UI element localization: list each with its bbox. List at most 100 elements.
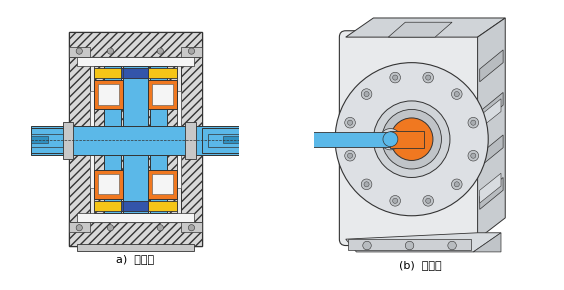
Circle shape (188, 48, 195, 54)
Circle shape (157, 48, 164, 54)
Polygon shape (480, 99, 501, 128)
Circle shape (363, 241, 371, 250)
Bar (69, 32, 202, 246)
Circle shape (451, 179, 462, 190)
Bar (32, 136, 48, 143)
Bar (69, 222, 202, 246)
Bar (148, 66, 177, 213)
Circle shape (373, 101, 450, 177)
Circle shape (393, 75, 398, 80)
Bar (150, 172, 175, 199)
Bar (69, 47, 90, 57)
Bar (98, 174, 119, 195)
Circle shape (382, 109, 442, 169)
Text: a)  단면도: a) 단면도 (116, 254, 155, 264)
Circle shape (362, 179, 372, 190)
Bar (77, 213, 193, 222)
Bar (77, 244, 193, 251)
Circle shape (468, 151, 479, 161)
Circle shape (364, 182, 369, 187)
Polygon shape (480, 177, 503, 209)
Circle shape (347, 153, 352, 158)
Circle shape (471, 120, 476, 125)
Bar (94, 201, 123, 211)
Bar (152, 84, 173, 105)
Bar (96, 80, 121, 107)
Bar (69, 32, 202, 57)
Circle shape (345, 117, 355, 128)
Bar (152, 174, 173, 195)
Circle shape (423, 72, 434, 83)
Bar (181, 47, 202, 57)
Circle shape (393, 198, 398, 203)
Bar (148, 80, 177, 109)
Bar (148, 201, 177, 211)
Polygon shape (480, 135, 503, 167)
Polygon shape (480, 93, 503, 124)
Circle shape (468, 117, 479, 128)
Polygon shape (480, 173, 501, 203)
Bar (185, 122, 196, 159)
Polygon shape (473, 233, 501, 252)
Bar (96, 172, 121, 199)
Circle shape (448, 241, 456, 250)
Bar (77, 57, 193, 66)
Circle shape (306, 136, 313, 142)
Bar (121, 201, 148, 211)
Bar (104, 66, 121, 213)
Bar (348, 239, 471, 250)
Text: (b)  입체도: (b) 입체도 (399, 260, 442, 270)
Circle shape (76, 225, 82, 231)
Circle shape (107, 48, 113, 54)
Bar (148, 170, 177, 199)
Circle shape (423, 195, 434, 206)
Bar (181, 57, 202, 222)
Circle shape (364, 92, 369, 97)
Bar (123, 68, 148, 78)
Circle shape (76, 48, 82, 54)
Polygon shape (390, 131, 425, 148)
Polygon shape (346, 233, 501, 252)
Bar (150, 80, 175, 107)
Circle shape (390, 195, 400, 206)
Circle shape (362, 89, 372, 99)
Circle shape (188, 225, 195, 231)
Bar (98, 84, 119, 105)
Circle shape (454, 182, 459, 187)
FancyBboxPatch shape (340, 31, 484, 246)
Circle shape (107, 225, 113, 231)
Polygon shape (478, 18, 505, 239)
Bar (32, 128, 69, 153)
Circle shape (390, 72, 400, 83)
Circle shape (426, 198, 431, 203)
Bar (94, 80, 123, 109)
Bar (202, 128, 239, 153)
Circle shape (157, 225, 164, 231)
Bar (123, 201, 148, 211)
Circle shape (390, 118, 433, 160)
Bar (69, 222, 90, 232)
Circle shape (383, 132, 398, 147)
Bar (148, 68, 177, 78)
Circle shape (345, 151, 355, 161)
Polygon shape (480, 50, 503, 82)
Circle shape (335, 63, 488, 216)
Polygon shape (310, 132, 390, 147)
Bar (181, 222, 202, 232)
Bar (32, 126, 239, 155)
Polygon shape (346, 18, 505, 37)
Bar (208, 134, 239, 147)
Circle shape (454, 92, 459, 97)
Bar (150, 66, 166, 213)
Circle shape (380, 128, 401, 150)
Polygon shape (388, 22, 452, 37)
Circle shape (406, 241, 414, 250)
Bar (94, 68, 123, 78)
Bar (90, 90, 102, 188)
Bar (63, 122, 73, 159)
Bar (69, 57, 90, 222)
Bar (94, 66, 123, 213)
Bar (223, 136, 239, 143)
Circle shape (471, 153, 476, 158)
Bar (32, 134, 63, 147)
